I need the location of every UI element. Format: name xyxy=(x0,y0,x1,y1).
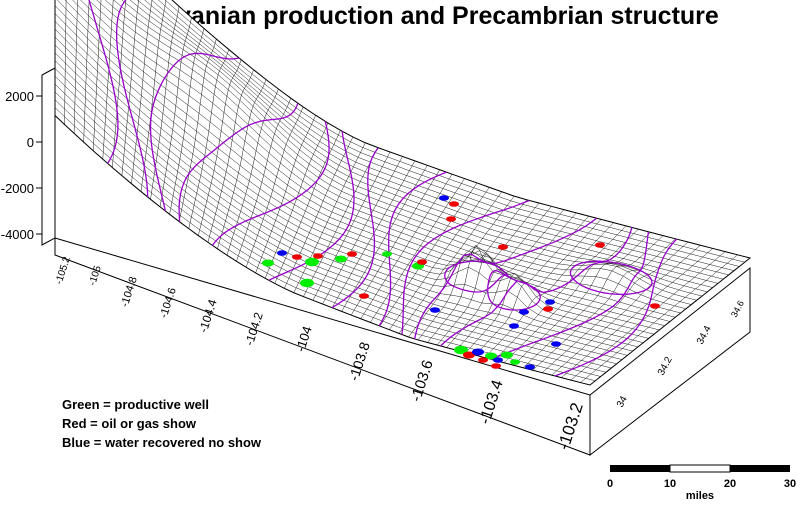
contour-ring xyxy=(487,270,541,311)
well-marker xyxy=(382,251,392,257)
mesh-line xyxy=(144,0,729,276)
mesh-line xyxy=(171,0,751,259)
mesh-line xyxy=(158,0,740,267)
legend-water-recovered: Blue = water recovered no show xyxy=(62,435,262,450)
mesh-line xyxy=(54,91,607,373)
contour-line xyxy=(413,217,597,340)
well-marker xyxy=(300,278,314,288)
scale-bar: 0 10 20 30 miles xyxy=(607,464,796,502)
well-marker xyxy=(545,299,555,305)
well-marker xyxy=(498,244,508,250)
well-markers xyxy=(262,195,660,370)
mesh-line xyxy=(104,0,703,297)
scale-tick-label: 0 xyxy=(607,478,613,490)
well-marker xyxy=(417,259,427,265)
well-marker xyxy=(446,216,456,222)
well-marker xyxy=(501,351,513,359)
contour-line xyxy=(178,102,299,222)
mesh-line xyxy=(54,76,617,365)
well-marker xyxy=(430,307,440,313)
mesh-line xyxy=(80,0,687,310)
z-tick-label: 2000 xyxy=(5,89,34,104)
block-left-wall xyxy=(41,67,56,246)
mesh-line xyxy=(54,60,628,356)
well-marker xyxy=(650,303,660,309)
mesh-line xyxy=(54,83,612,369)
contour-line xyxy=(490,231,650,360)
well-marker xyxy=(485,352,497,360)
mesh-line xyxy=(129,0,719,284)
contour-line xyxy=(149,52,240,212)
contour-ring xyxy=(444,260,510,293)
mesh-line xyxy=(54,28,649,339)
mesh-line xyxy=(137,0,724,280)
well-marker xyxy=(335,255,347,263)
scale-tick-label: 20 xyxy=(724,478,736,490)
contour-line xyxy=(378,171,447,327)
contour-line xyxy=(331,147,379,309)
scale-tick-label: 30 xyxy=(784,478,796,490)
well-marker xyxy=(491,363,501,369)
z-tick-label: -2000 xyxy=(1,181,34,196)
mesh-line xyxy=(64,0,676,318)
well-marker xyxy=(262,259,274,267)
well-marker xyxy=(543,306,553,312)
well-marker xyxy=(454,345,468,355)
well-marker xyxy=(347,251,357,257)
contour-line xyxy=(268,131,355,281)
contour-ring xyxy=(569,260,653,296)
mesh-line xyxy=(96,0,697,301)
scale-unit-label: miles xyxy=(686,490,714,502)
mesh-line xyxy=(54,13,660,331)
well-marker xyxy=(359,293,369,299)
well-marker xyxy=(510,359,520,365)
mesh-line xyxy=(54,5,665,326)
well-marker xyxy=(277,250,287,256)
legend-oil-gas-show: Red = oil or gas show xyxy=(62,416,196,431)
well-marker xyxy=(305,257,319,267)
well-marker xyxy=(439,195,449,201)
structure-contours xyxy=(88,0,678,377)
legend-productive-well: Green = productive well xyxy=(62,397,210,412)
mesh-line xyxy=(72,0,681,314)
mesh-line xyxy=(121,0,713,288)
contour-line xyxy=(401,199,530,335)
well-marker xyxy=(449,201,459,207)
well-marker xyxy=(493,357,503,363)
well-marker xyxy=(595,242,605,248)
structure-mesh xyxy=(54,0,752,386)
well-marker xyxy=(478,357,488,363)
z-axis: 2000 0 -2000 -4000 xyxy=(1,78,43,242)
mesh-line xyxy=(54,21,655,335)
y-tick-label: 34 xyxy=(615,394,630,409)
scale-tick-label: 10 xyxy=(664,478,676,490)
well-marker xyxy=(525,364,535,370)
contour-line xyxy=(211,121,330,246)
well-marker xyxy=(519,309,529,315)
block-right-face xyxy=(589,266,751,457)
well-marker xyxy=(472,348,484,356)
z-tick-label: 0 xyxy=(27,135,34,150)
well-marker xyxy=(313,253,323,259)
contour-line xyxy=(115,0,149,198)
contour-line xyxy=(440,227,633,347)
contour-line xyxy=(88,0,119,164)
well-marker xyxy=(551,341,561,347)
x-tick-label: -105.2 xyxy=(54,255,73,286)
z-tick-label: -4000 xyxy=(1,227,34,242)
well-marker xyxy=(292,254,302,260)
well-marker xyxy=(463,351,475,359)
mesh-line xyxy=(54,68,623,360)
mesh-line xyxy=(151,0,735,271)
well-marker xyxy=(509,323,519,329)
contour-line xyxy=(554,238,678,377)
